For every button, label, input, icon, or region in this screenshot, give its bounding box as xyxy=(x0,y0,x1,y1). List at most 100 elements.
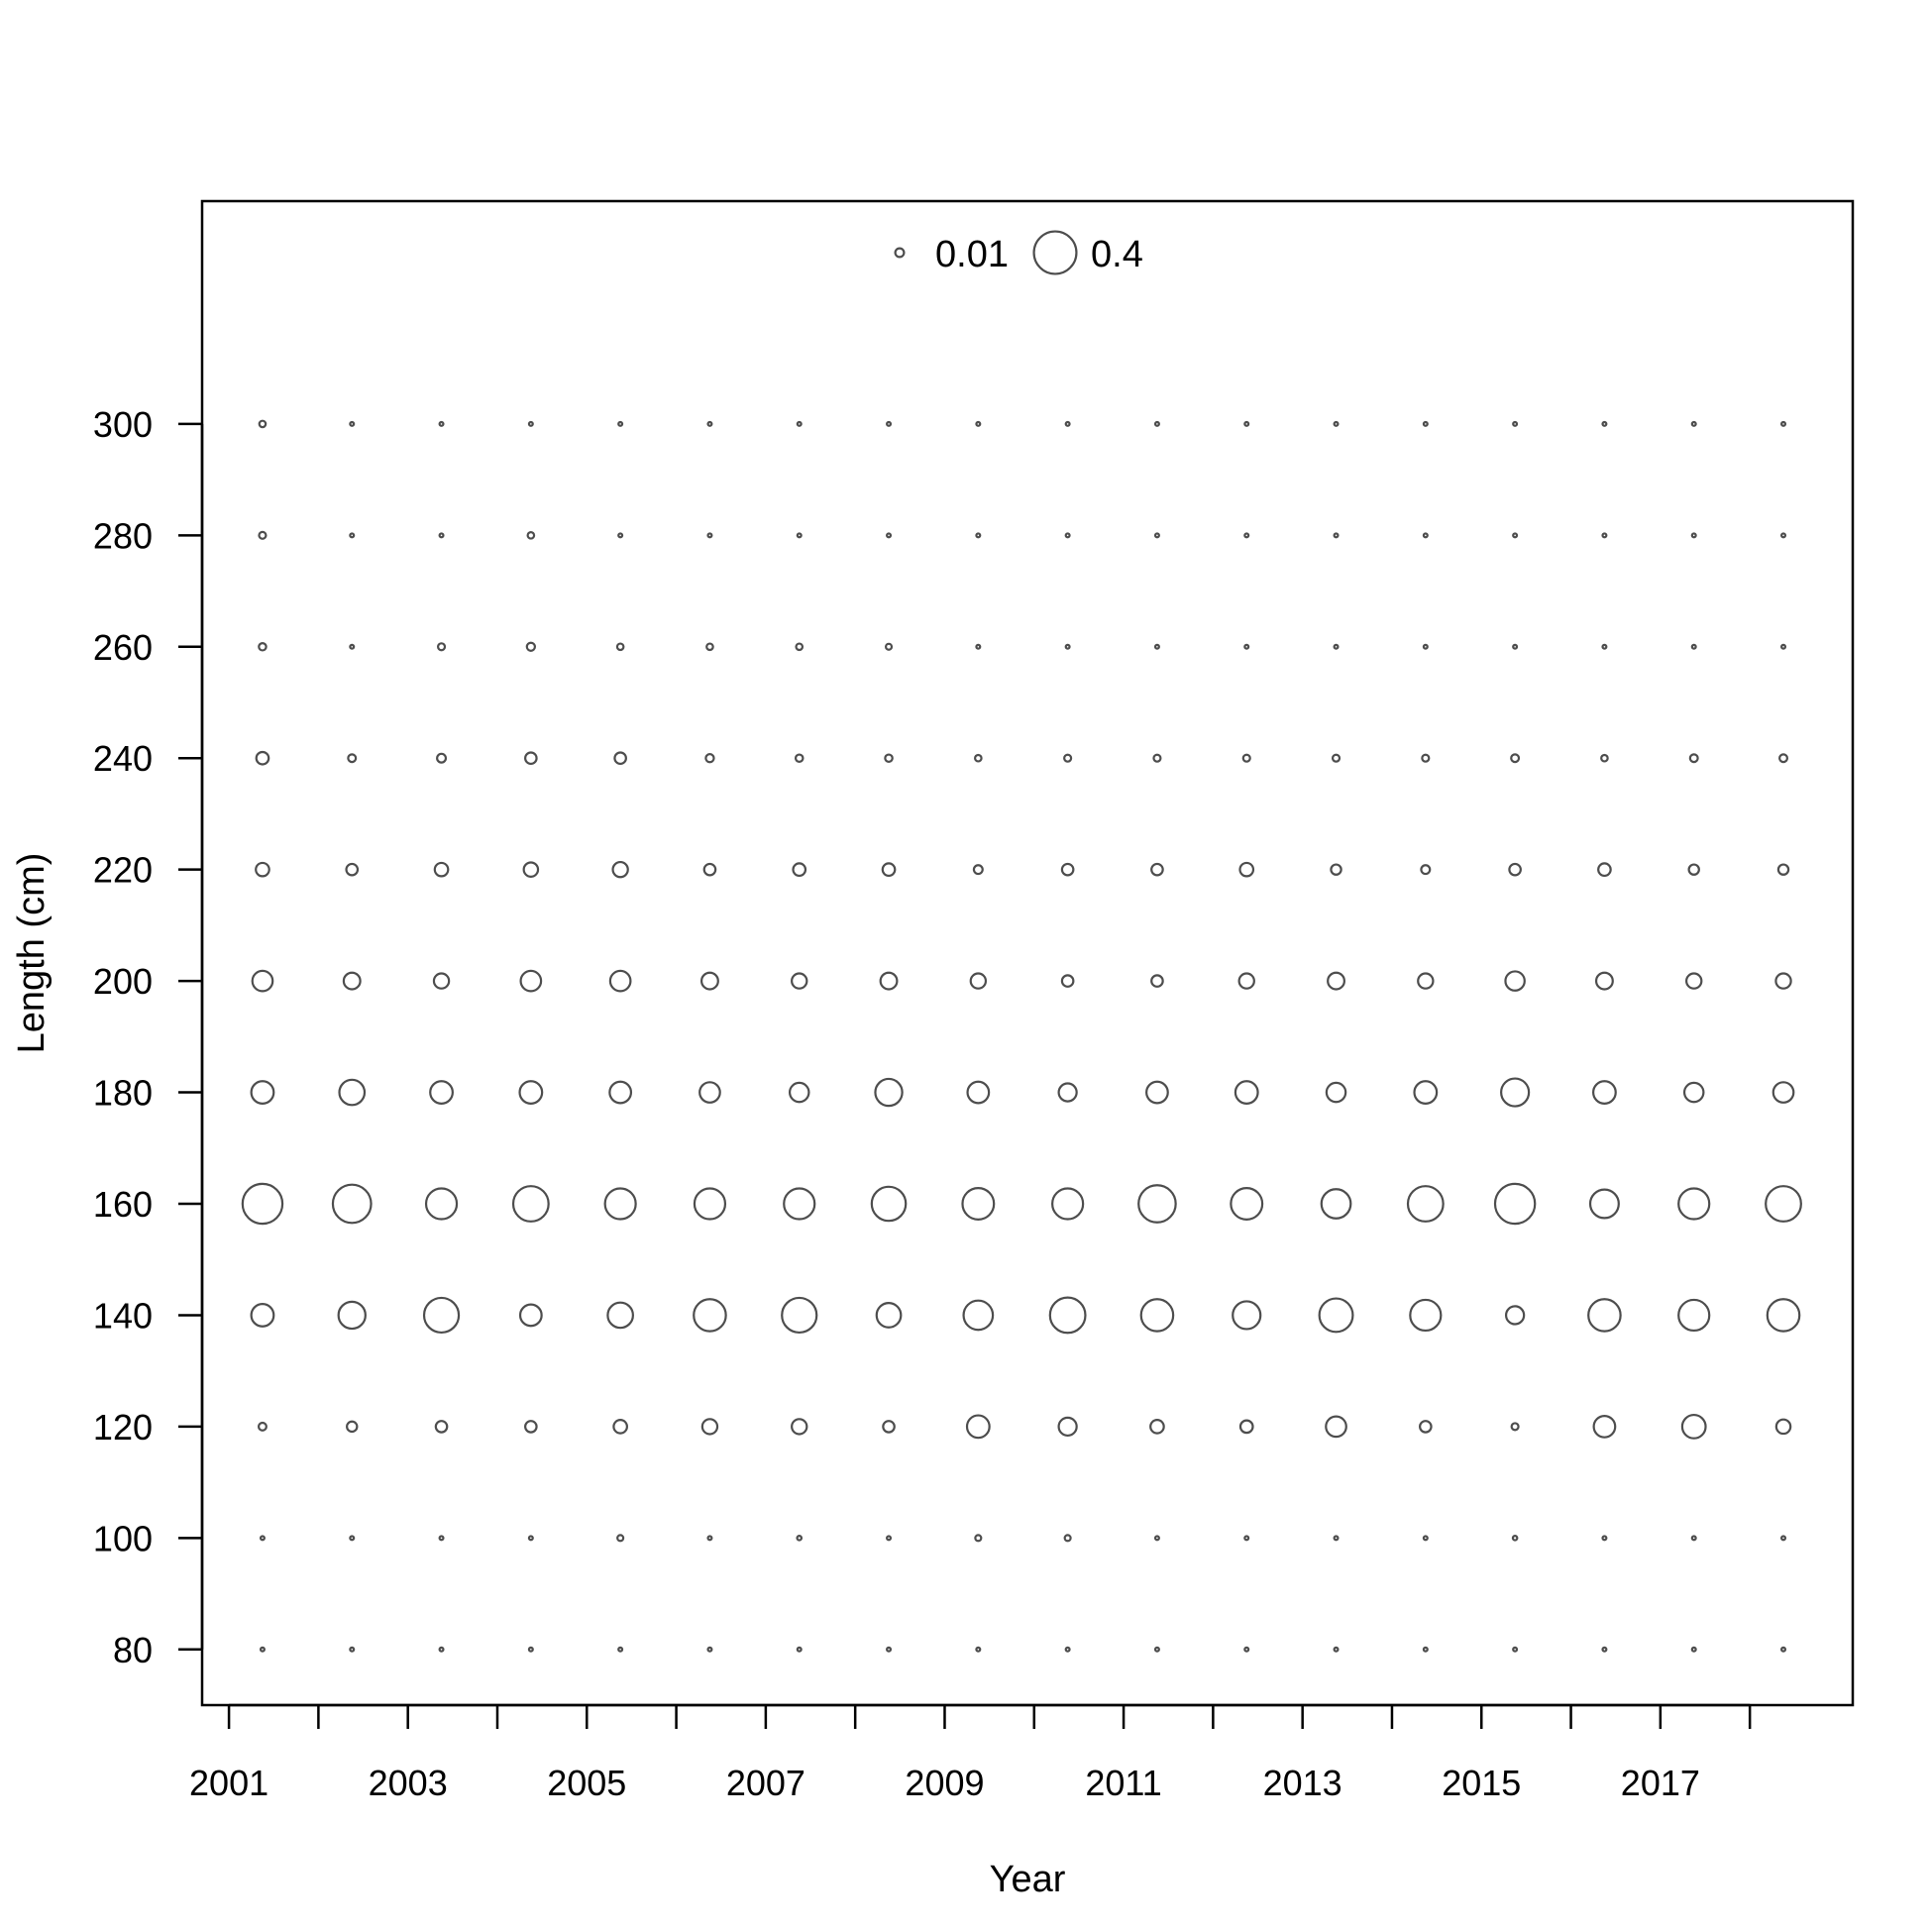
bubble xyxy=(346,1420,359,1434)
x-tick-label: 2009 xyxy=(905,1763,984,1803)
bubble xyxy=(1153,643,1160,650)
bubble xyxy=(527,1535,534,1542)
y-tick-label: 100 xyxy=(93,1518,153,1558)
bubble xyxy=(1064,1646,1071,1653)
bubble xyxy=(791,1418,808,1436)
bubble xyxy=(706,1535,713,1542)
bubble xyxy=(1150,974,1164,988)
bubble xyxy=(884,642,894,651)
bubble xyxy=(1592,1080,1617,1105)
bubble xyxy=(1508,862,1522,877)
bubble xyxy=(1064,643,1071,650)
bubble xyxy=(796,1535,804,1542)
bubble xyxy=(1333,532,1340,539)
bubble xyxy=(1243,1646,1250,1653)
bubble xyxy=(424,1187,459,1221)
bubble xyxy=(879,971,899,991)
bubble xyxy=(345,862,360,877)
bubble xyxy=(255,750,270,766)
bubble xyxy=(1510,753,1521,764)
bubble xyxy=(259,1646,266,1653)
bubble xyxy=(975,420,982,427)
bubble xyxy=(1677,1187,1711,1221)
bubble xyxy=(706,420,713,427)
bubble xyxy=(1232,1300,1262,1331)
bubble xyxy=(1153,532,1160,539)
bubble xyxy=(698,1081,721,1104)
bubble xyxy=(795,642,805,652)
legend-symbol xyxy=(1032,230,1078,275)
bubble xyxy=(1241,753,1251,763)
bubble xyxy=(1333,1535,1340,1542)
bubble xyxy=(1064,532,1071,539)
bubble xyxy=(349,420,356,427)
bubble xyxy=(606,1301,634,1330)
bubble xyxy=(331,1183,373,1225)
bubble xyxy=(975,643,982,650)
y-tick-label: 300 xyxy=(93,404,153,445)
bubble xyxy=(349,532,356,539)
legend-label: 0.4 xyxy=(1091,234,1143,275)
bubble xyxy=(1512,420,1519,427)
bubble xyxy=(255,861,270,878)
bubble xyxy=(1064,420,1071,427)
y-tick-label: 240 xyxy=(93,738,153,779)
bubble xyxy=(434,1420,449,1434)
bubble xyxy=(796,1646,803,1653)
bubble xyxy=(1677,1298,1711,1333)
bubble xyxy=(1149,1419,1165,1435)
bubble xyxy=(1682,1081,1705,1104)
bubble xyxy=(438,1535,445,1542)
bubble xyxy=(1774,1418,1792,1436)
bubble xyxy=(1413,1080,1439,1105)
bubble xyxy=(796,420,803,427)
bubble xyxy=(1422,643,1429,650)
bubble xyxy=(886,532,893,539)
bubble xyxy=(791,972,808,990)
bubble xyxy=(1409,1298,1443,1333)
bubble xyxy=(1594,971,1614,991)
bubble xyxy=(613,751,627,766)
bubble xyxy=(1780,532,1787,539)
y-tick-label: 140 xyxy=(93,1295,153,1336)
bubble xyxy=(1765,1185,1802,1223)
bubble xyxy=(258,641,268,652)
bubble xyxy=(975,1646,982,1653)
bubble xyxy=(1766,1298,1801,1333)
y-axis-title: Length (cm) xyxy=(11,853,53,1054)
bubble xyxy=(250,1080,275,1105)
bubble xyxy=(874,1077,904,1108)
bubble xyxy=(522,861,540,878)
bubble xyxy=(706,1646,713,1653)
bubble xyxy=(699,971,719,991)
bubble-series xyxy=(241,419,1802,1653)
bubble xyxy=(1325,1081,1347,1104)
bubble xyxy=(615,642,625,652)
bubble xyxy=(258,419,268,429)
bubble xyxy=(1327,971,1345,991)
bubble xyxy=(1048,1296,1087,1335)
bubble xyxy=(1688,753,1699,764)
bubble xyxy=(1139,1298,1175,1333)
x-axis: 2001 2003 2005 2007 2009 2011 2013 2015 2017 xyxy=(189,1703,1752,1803)
bubble xyxy=(969,972,988,990)
bubble xyxy=(617,532,624,539)
bubble xyxy=(965,1414,991,1440)
bubble xyxy=(349,643,356,650)
bubble xyxy=(1510,1422,1520,1432)
bubble xyxy=(961,1187,996,1221)
bubble xyxy=(432,972,451,990)
bubble xyxy=(1145,1080,1169,1105)
bubble xyxy=(1690,420,1697,427)
bubble xyxy=(438,532,445,539)
bubble xyxy=(974,1534,983,1543)
bubble xyxy=(1333,643,1340,650)
bubble xyxy=(1330,863,1342,876)
bubble xyxy=(258,530,268,540)
bubble xyxy=(1512,1646,1519,1653)
bubble xyxy=(527,420,534,427)
bubble xyxy=(611,860,629,879)
bubble xyxy=(796,532,803,539)
bubble xyxy=(251,969,274,993)
bubble xyxy=(241,1182,284,1226)
